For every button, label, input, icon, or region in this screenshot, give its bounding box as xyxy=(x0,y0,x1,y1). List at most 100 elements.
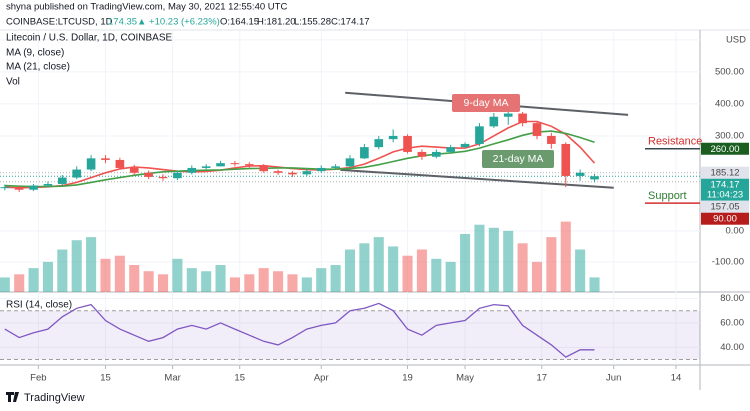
candle-body xyxy=(388,135,398,140)
last-price: 174.35 xyxy=(108,17,137,28)
rsi-line xyxy=(4,302,595,358)
overlay: Litecoin / U.S. Dollar, 1D, COINBASE MA … xyxy=(6,33,702,311)
level-text: Resistance xyxy=(648,136,702,148)
volume-bar xyxy=(560,221,571,292)
volume-bar xyxy=(28,268,39,292)
volume-bar xyxy=(460,234,471,292)
candle-body xyxy=(259,165,269,172)
candle-body xyxy=(115,159,125,168)
y-tick-label: 80.00 xyxy=(720,293,744,304)
volume-bar xyxy=(201,271,212,292)
volume-bar xyxy=(517,243,528,292)
price-badge xyxy=(701,166,749,179)
volume-bar xyxy=(431,258,442,292)
candle-body xyxy=(0,187,10,189)
chart-title: Litecoin / U.S. Dollar, 1D, COINBASE xyxy=(6,33,173,44)
candle-body xyxy=(417,151,427,157)
logo xyxy=(6,392,19,402)
volume-bar xyxy=(546,237,557,292)
y-tick-label: 400.00 xyxy=(715,98,744,109)
candle-body xyxy=(72,169,82,178)
moving-average xyxy=(4,130,595,188)
y-tick-label: 300.00 xyxy=(715,130,744,141)
volume-bar xyxy=(402,255,413,292)
candle-body xyxy=(331,166,340,168)
rsi-title: RSI (14, close) xyxy=(6,300,72,311)
volume-bar xyxy=(71,240,82,292)
candle-body xyxy=(158,176,168,179)
price-badge-label: 185.12 xyxy=(710,168,739,179)
legend-entry: MA (9, close) xyxy=(6,48,64,59)
candle-body xyxy=(532,123,542,136)
x-tick-label: Jun xyxy=(606,373,621,384)
candle-body xyxy=(316,167,326,172)
price-badge-label: 90.00 xyxy=(713,214,737,225)
plot-area xyxy=(0,91,700,361)
volume-bar xyxy=(186,268,197,292)
x-tick-label: 14 xyxy=(671,373,682,384)
volume-bar xyxy=(114,255,125,292)
candle-body xyxy=(288,172,297,175)
y-tick-label: 60.00 xyxy=(720,317,744,328)
candle-body xyxy=(403,135,412,152)
candle-body xyxy=(489,116,499,127)
candle-body xyxy=(245,164,254,166)
price-badge xyxy=(701,142,749,155)
candle-body xyxy=(216,163,225,167)
candle-body xyxy=(360,147,369,159)
volume-bar xyxy=(316,268,327,292)
volume-bar xyxy=(229,277,240,292)
candle-body xyxy=(590,176,599,180)
candle-body xyxy=(273,171,283,173)
volume-bar xyxy=(42,261,53,292)
candle-body xyxy=(345,158,355,167)
annotation-text: 21-day MA xyxy=(493,153,544,165)
annotation-box xyxy=(452,94,520,112)
volume-bar xyxy=(129,265,140,292)
volume-bar xyxy=(273,271,284,292)
candle-body xyxy=(575,172,585,176)
volume-bar xyxy=(258,268,269,292)
volume-bar xyxy=(100,258,111,292)
volume-bar xyxy=(531,261,543,292)
symbol: COINBASE:LTCUSD, 1D xyxy=(6,17,113,28)
candle-body xyxy=(518,113,527,124)
candle-body xyxy=(561,143,571,176)
candle-body xyxy=(460,143,470,148)
volume-bar xyxy=(589,277,600,292)
y-tick-label: -100.00 xyxy=(712,256,744,267)
price-badge-label: 260.00 xyxy=(710,144,739,155)
candle-body xyxy=(547,135,556,144)
legend-entry: MA (21, close) xyxy=(6,62,70,73)
volume-bar xyxy=(359,243,370,292)
candle-body xyxy=(230,163,240,165)
currency: USD xyxy=(726,35,746,46)
trendline xyxy=(340,168,614,189)
candle-body xyxy=(187,167,197,173)
legend-entry: Vol xyxy=(6,77,20,88)
price-change: ▲ +10.23 (+6.23%) xyxy=(137,17,220,28)
volume-bar xyxy=(287,274,298,292)
countdown: 11:04:23 xyxy=(707,190,743,201)
moving-average xyxy=(4,120,596,189)
candle-body xyxy=(201,166,211,168)
candle-body xyxy=(173,172,182,179)
ohlc-high: H:181.20 xyxy=(257,17,296,28)
volume-bar xyxy=(373,237,384,292)
volume-bar xyxy=(244,274,255,292)
x-tick-label: 19 xyxy=(402,373,413,384)
price-badge xyxy=(701,200,749,213)
candle-body xyxy=(129,167,139,173)
volume-bar xyxy=(14,274,25,292)
candle-body xyxy=(29,185,38,190)
volume-bar xyxy=(143,271,154,292)
volume-bar xyxy=(488,227,499,292)
candle-body xyxy=(431,151,441,157)
x-tick-label: 15 xyxy=(234,373,245,384)
candle-body xyxy=(374,139,384,148)
y-tick-label: 40.00 xyxy=(720,342,744,353)
volume-bar xyxy=(172,258,183,292)
x-tick-label: Feb xyxy=(30,373,46,384)
volume-bar xyxy=(445,261,456,292)
